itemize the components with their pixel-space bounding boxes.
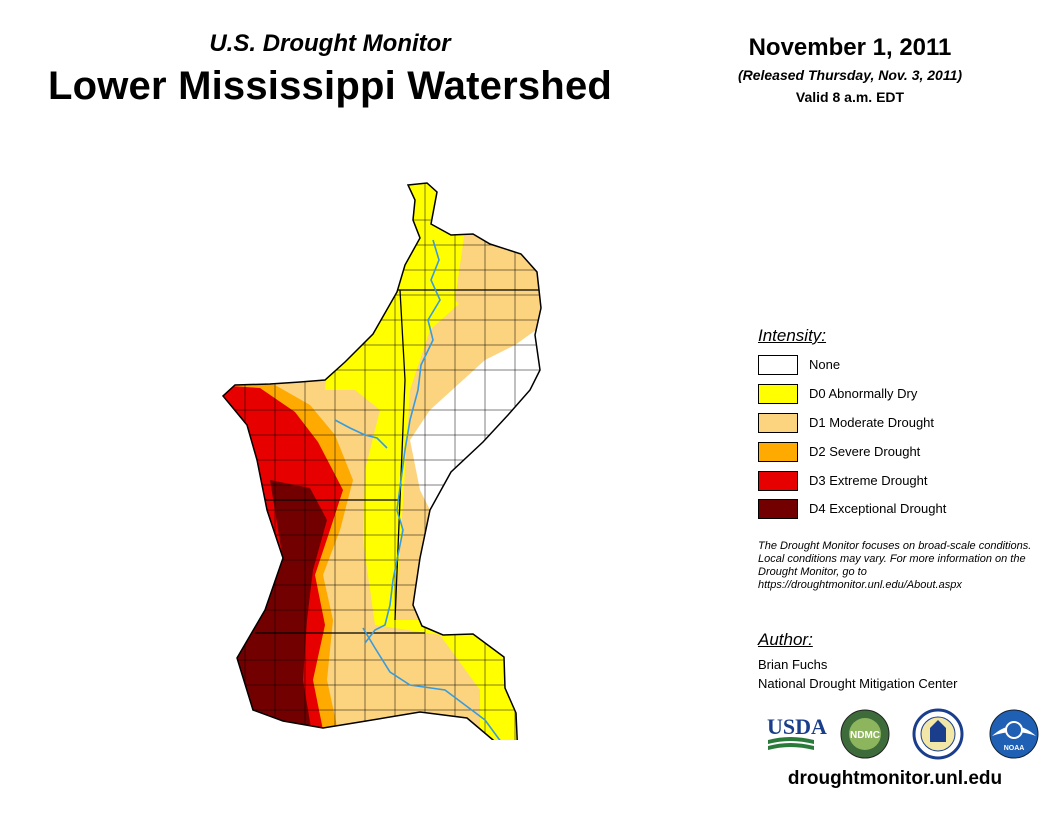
website-link[interactable]: droughtmonitor.unl.edu <box>787 768 1003 789</box>
legend-label: None <box>809 357 841 372</box>
legend-label: D0 Abnormally Dry <box>809 386 918 401</box>
drought-map <box>222 182 542 740</box>
legend-swatch <box>758 355 798 375</box>
doc-seal-logo <box>912 708 964 760</box>
ndmc-logo: NDMC <box>840 709 890 759</box>
partner-logos: USDA NDMC NOAA <box>767 708 1039 760</box>
legend-swatch <box>758 442 798 462</box>
map-date: November 1, 2011 <box>748 34 952 61</box>
usda-logo-text: USDA <box>767 714 827 739</box>
map-title: Lower Mississippi Watershed <box>47 64 613 108</box>
map-subtitle: U.S. Drought Monitor <box>209 30 451 57</box>
d0-region <box>325 183 541 740</box>
legend-swatch <box>758 384 798 404</box>
valid-time: Valid 8 a.m. EDT <box>795 89 905 105</box>
ndmc-logo-text: NDMC <box>850 730 880 741</box>
author-heading: Author: <box>758 630 813 649</box>
legend-label: D2 Severe Drought <box>809 444 921 459</box>
legend-swatch <box>758 413 798 433</box>
rivers <box>334 239 501 740</box>
legend-label: D3 Extreme Drought <box>809 473 928 488</box>
legend-swatch <box>758 499 798 519</box>
legend-label: D1 Moderate Drought <box>809 415 935 430</box>
usda-logo: USDA <box>767 714 827 750</box>
author-name: Brian Fuchs <box>758 657 828 672</box>
noaa-logo-text: NOAA <box>1004 745 1025 752</box>
legend-title: Intensity: <box>758 326 827 345</box>
disclaimer-note: The Drought Monitor focuses on broad-sca… <box>758 540 1032 591</box>
noaa-logo: NOAA <box>989 709 1039 759</box>
legend-label: D4 Exceptional Drought <box>809 501 947 516</box>
legend-swatch <box>758 471 798 491</box>
release-date: (Released Thursday, Nov. 3, 2011) <box>737 67 963 83</box>
author-organization: National Drought Mitigation Center <box>758 676 958 691</box>
